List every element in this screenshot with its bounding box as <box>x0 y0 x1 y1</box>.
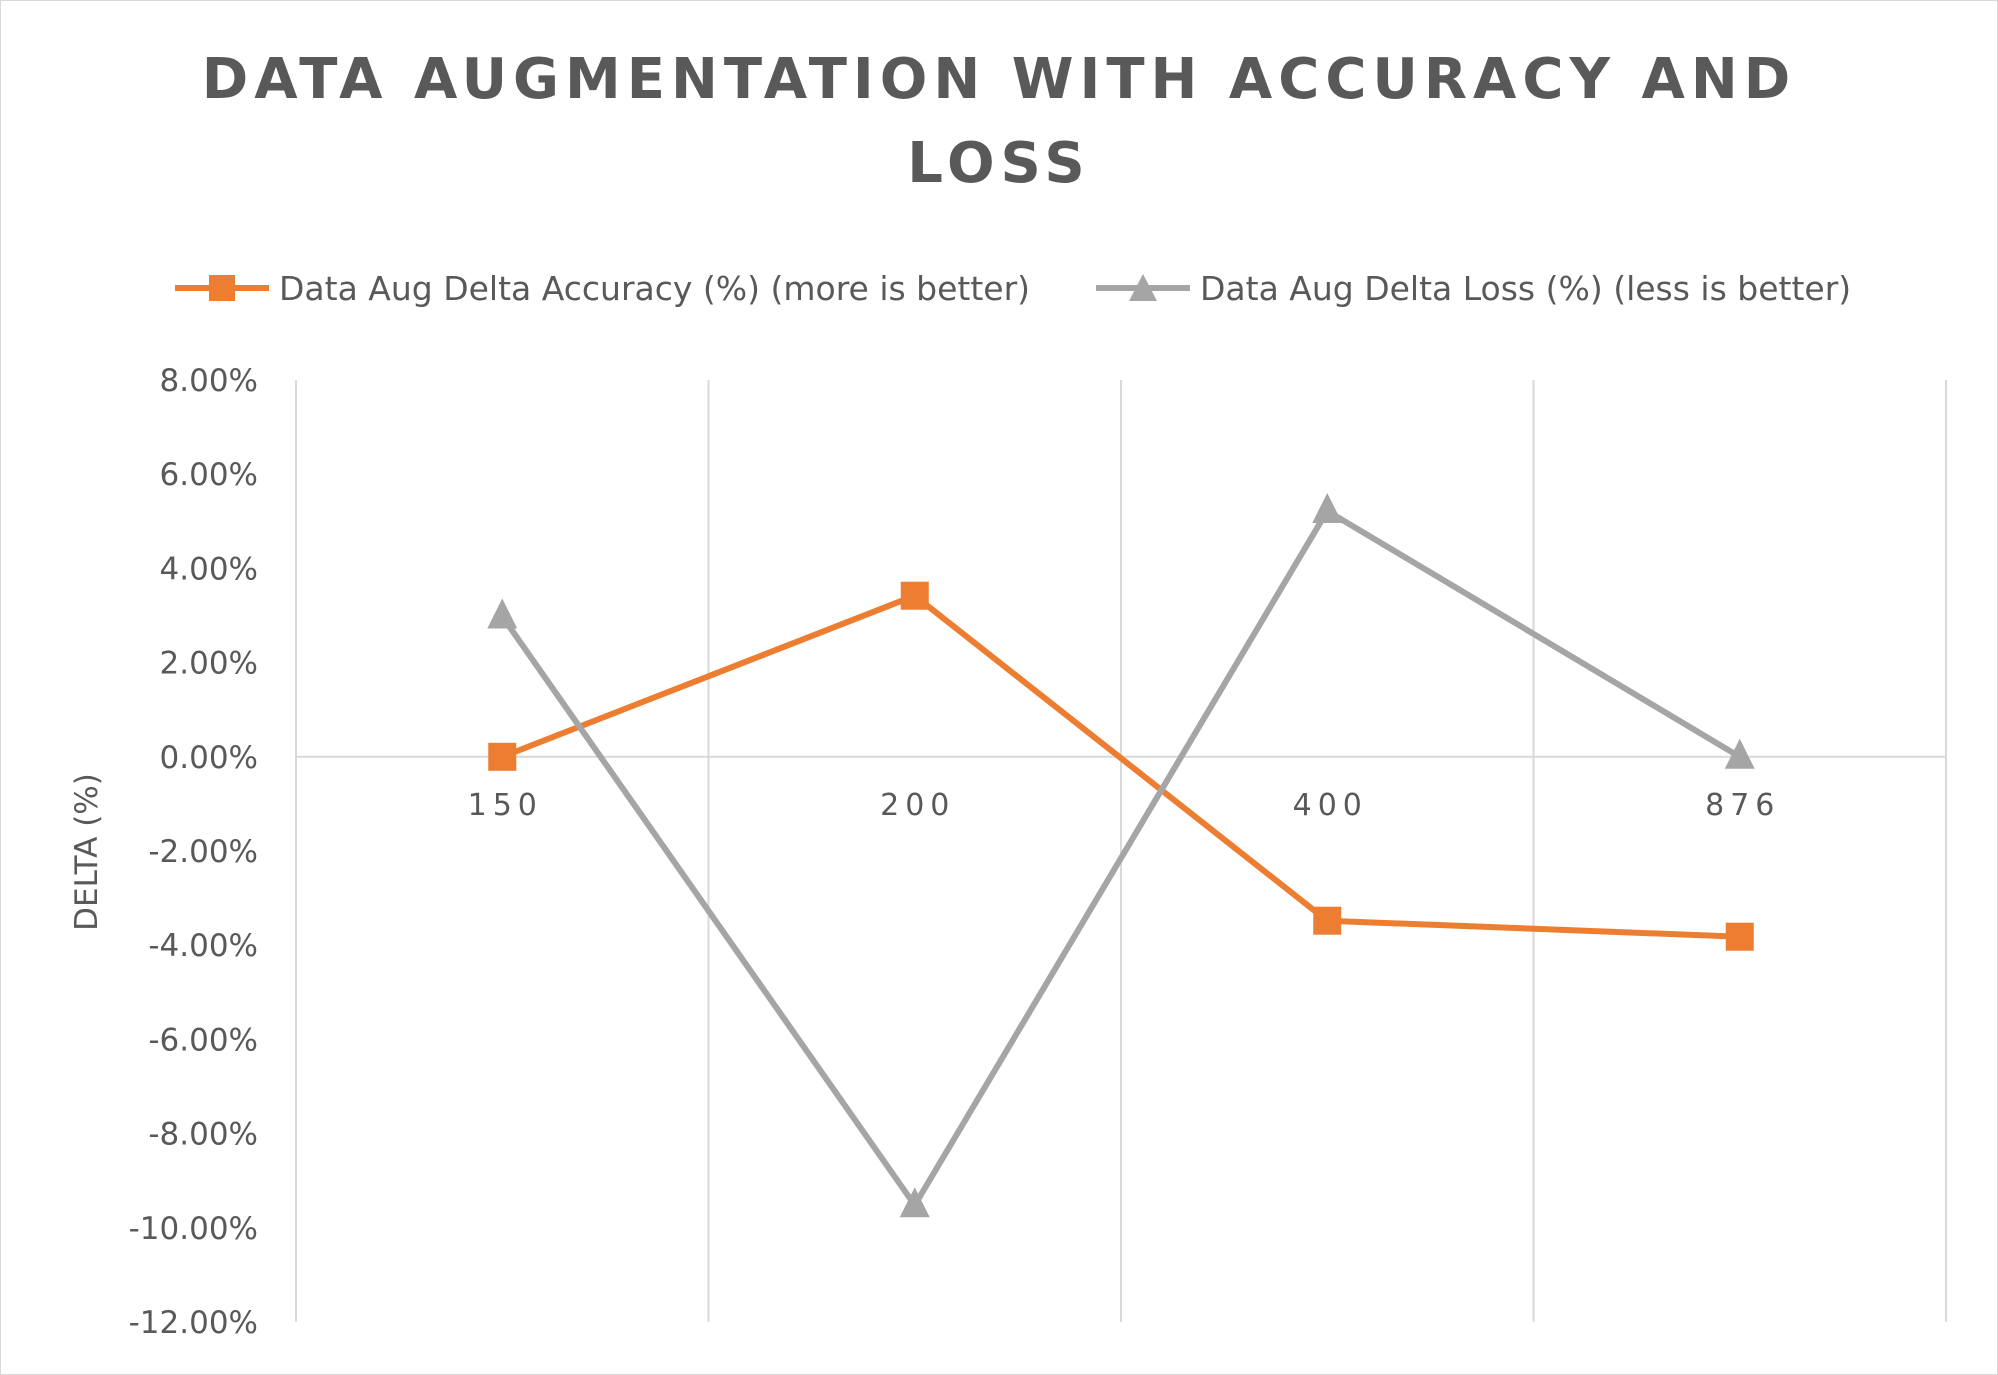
legend-swatch-loss <box>1096 274 1190 301</box>
legend-label-accuracy: Data Aug Delta Accuracy (%) (more is bet… <box>279 268 1031 308</box>
series-loss <box>487 492 1755 1218</box>
y-axis-ticks: 8.00% 6.00% 4.00% 2.00% 0.00% -2.00% -4.00% -6.… <box>129 363 258 1341</box>
y-tick-label: -10.00% <box>129 1211 258 1247</box>
series-line <box>499 507 1742 1209</box>
legend-item-loss[interactable]: Data Aug Delta Loss (%) (less is better) <box>1094 258 1851 318</box>
y-tick-label: 8.00% <box>160 363 258 399</box>
data-point-triangle[interactable] <box>1312 492 1343 523</box>
legend-swatch-accuracy <box>175 275 269 301</box>
y-tick-label: 6.00% <box>160 457 258 493</box>
x-tick-label: 400 <box>1293 788 1368 823</box>
series-accuracy <box>488 581 1754 951</box>
data-point-triangle[interactable] <box>487 598 518 629</box>
y-tick-label: 0.00% <box>160 740 258 776</box>
y-tick-label: -4.00% <box>148 928 258 964</box>
x-tick-label: 200 <box>880 788 955 823</box>
legend-marker-square <box>209 275 235 301</box>
y-tick-label: -8.00% <box>148 1117 258 1153</box>
series-layer <box>487 492 1755 1218</box>
y-tick-label: -2.00% <box>148 834 258 870</box>
y-tick-label: 2.00% <box>160 646 258 682</box>
data-point-triangle[interactable] <box>1724 738 1755 769</box>
legend-marker-triangle <box>1129 274 1157 301</box>
y-axis-label: DELTA (%) <box>69 773 105 931</box>
data-point-triangle[interactable] <box>899 1187 930 1218</box>
x-tick-label: 876 <box>1705 788 1780 823</box>
y-tick-label: -12.00% <box>129 1305 258 1341</box>
series-line <box>501 592 1740 940</box>
data-point-square[interactable] <box>488 742 517 771</box>
gridlines <box>295 380 1947 1322</box>
x-axis-ticks: 150 200 400 876 <box>468 788 1780 823</box>
data-point-square[interactable] <box>1313 906 1342 935</box>
y-tick-label: -6.00% <box>148 1022 258 1058</box>
x-tick-label: 150 <box>468 788 543 823</box>
chart-title: Data Augmentation with Accuracy and Loss <box>201 47 1797 196</box>
legend-item-accuracy[interactable]: Data Aug Delta Accuracy (%) (more is bet… <box>173 258 1030 318</box>
data-point-square[interactable] <box>1725 922 1754 951</box>
legend-label-loss: Data Aug Delta Loss (%) (less is better) <box>1200 268 1852 308</box>
y-tick-label: 4.00% <box>160 551 258 587</box>
legend: Data Aug Delta Accuracy (%) (more is bet… <box>0 258 1998 318</box>
data-point-square[interactable] <box>900 581 929 610</box>
